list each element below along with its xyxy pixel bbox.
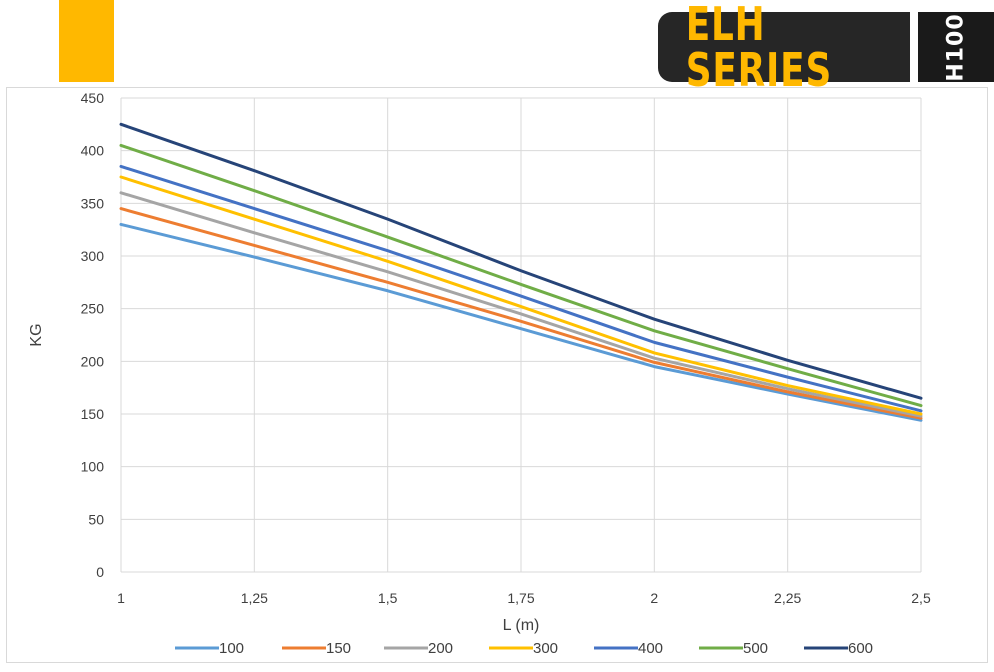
series-line-200 bbox=[119, 191, 923, 418]
x-tick-label: 1,5 bbox=[378, 590, 398, 606]
y-tick-label: 400 bbox=[81, 143, 105, 159]
y-tick-label: 150 bbox=[81, 406, 105, 422]
x-tick-label: 2,25 bbox=[774, 590, 801, 606]
series-line-400 bbox=[119, 164, 923, 413]
x-tick-label: 1 bbox=[117, 590, 125, 606]
series-line-500 bbox=[119, 143, 923, 408]
y-tick-label: 0 bbox=[96, 564, 104, 580]
legend-label-100: 100 bbox=[219, 640, 244, 657]
x-axis-title: L (m) bbox=[503, 617, 540, 634]
legend-label-400: 400 bbox=[638, 640, 663, 657]
series-line-600 bbox=[119, 122, 923, 400]
legend-label-200: 200 bbox=[428, 640, 453, 657]
series-line-150 bbox=[119, 207, 923, 420]
y-tick-label: 250 bbox=[81, 301, 105, 317]
legend-label-600: 600 bbox=[848, 640, 873, 657]
series-line-300 bbox=[119, 175, 923, 416]
y-tick-label: 450 bbox=[81, 90, 105, 106]
y-tick-label: 100 bbox=[81, 459, 105, 475]
series-line-100 bbox=[119, 222, 923, 422]
y-tick-label: 50 bbox=[88, 511, 104, 527]
legend-label-150: 150 bbox=[326, 640, 351, 657]
x-tick-label: 1,25 bbox=[241, 590, 268, 606]
legend-label-300: 300 bbox=[533, 640, 558, 657]
brand-badge: ELH SERIES bbox=[658, 1, 910, 93]
model-badge: H100 bbox=[918, 12, 994, 82]
legend-label-500: 500 bbox=[743, 640, 768, 657]
y-tick-label: 300 bbox=[81, 248, 105, 264]
chart-frame bbox=[6, 87, 988, 663]
x-tick-label: 2,5 bbox=[911, 590, 931, 606]
y-axis-title: KG bbox=[28, 323, 45, 346]
orange-accent-tab bbox=[59, 0, 114, 82]
y-tick-label: 200 bbox=[81, 353, 105, 369]
y-tick-label: 350 bbox=[81, 195, 105, 211]
brand-title: ELH SERIES bbox=[685, 0, 833, 97]
x-tick-label: 2 bbox=[650, 590, 658, 606]
x-tick-label: 1,75 bbox=[507, 590, 534, 606]
